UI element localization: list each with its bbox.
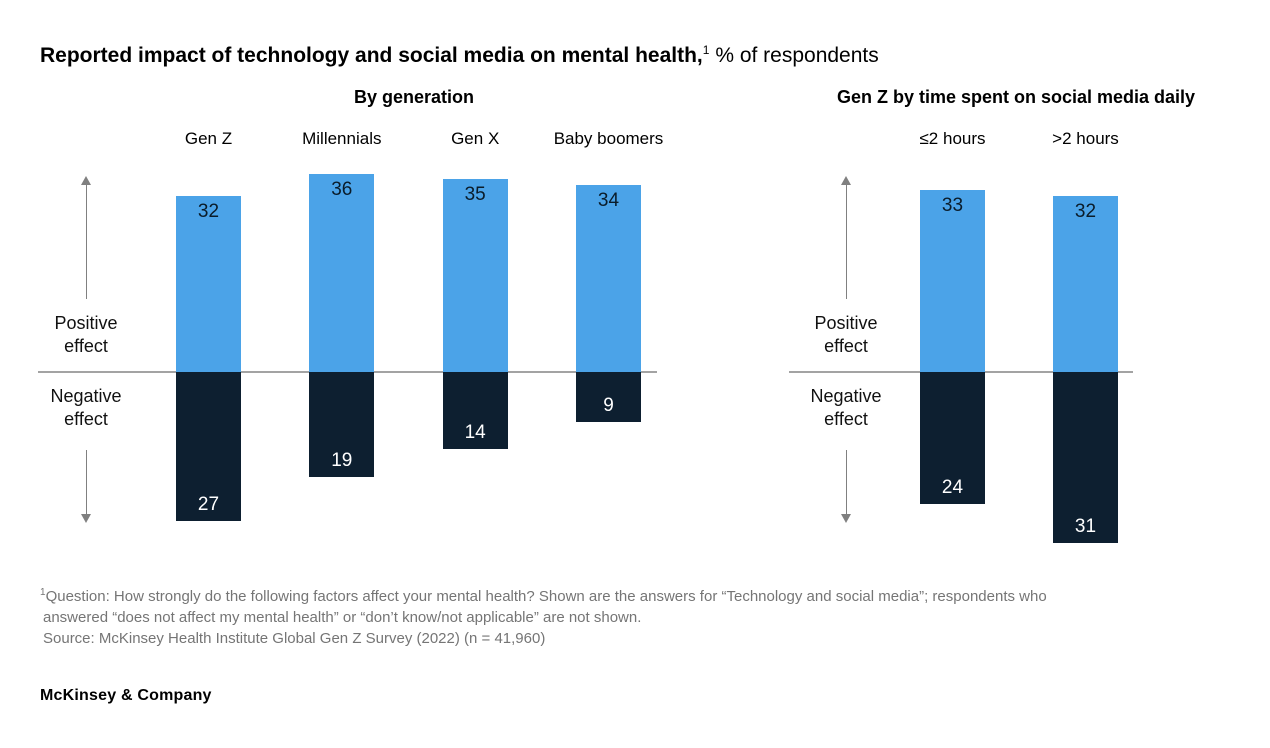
title-footnote-marker: 1	[702, 43, 710, 58]
axis-arrow-up-shaft	[86, 184, 87, 299]
footnote-marker: 1	[40, 587, 46, 598]
footnote-text-1: Question: How strongly do the following …	[45, 588, 1047, 605]
category-label-0-2: Gen X	[451, 129, 500, 148]
bar-negative-0-3: 9	[576, 372, 641, 422]
panel-title-1: Gen Z by time spent on social media dail…	[836, 87, 1196, 107]
bar-positive-0-1: 36	[309, 174, 375, 372]
bar-negative-0-0: 27	[176, 372, 241, 521]
bar-value-label: 34	[597, 190, 620, 211]
bar-value-label: 19	[331, 450, 353, 471]
bar-positive-0-0: 32	[176, 196, 241, 372]
bar-positive-0-2: 35	[442, 179, 508, 372]
bar-negative-0-1: 19	[309, 372, 375, 477]
footnote-line-2: answered “does not affect my mental heal…	[43, 609, 642, 626]
bar-value-label: 36	[331, 179, 353, 200]
axis-label-line: effect	[824, 336, 868, 356]
bar-negative-1-1: 31	[1053, 372, 1118, 543]
bar-value-label: 27	[197, 494, 220, 515]
category-label-0-0: Gen Z	[184, 129, 233, 148]
axis-label-line: Negative	[50, 386, 122, 406]
axis-arrow-up-icon	[841, 176, 851, 185]
brand-logo: McKinsey & Company	[40, 687, 212, 704]
footnote-line-1: 1Question: How strongly do the following…	[40, 582, 1047, 607]
negative-effect-label: Negative effect	[50, 385, 121, 431]
axis-label-line: effect	[64, 336, 108, 356]
axis-label-line: Positive	[54, 313, 118, 333]
axis-label-line: effect	[824, 409, 868, 429]
category-label-1-1: >2 hours	[1052, 129, 1119, 148]
positive-effect-label: Positive effect	[54, 312, 117, 358]
source-line: Source: McKinsey Health Institute Global…	[43, 630, 546, 647]
axis-arrow-down-shaft	[86, 450, 87, 515]
bar-negative-0-2: 14	[442, 372, 508, 449]
negative-effect-label: Negative effect	[810, 385, 881, 431]
bar-value-label: 31	[1074, 516, 1097, 537]
axis-label-line: effect	[64, 409, 108, 429]
bar-value-label: 24	[941, 477, 964, 498]
axis-label-line: Positive	[814, 313, 878, 333]
bar-value-label: 9	[603, 395, 614, 416]
axis-label-line: Negative	[810, 386, 882, 406]
axis-arrow-down-icon	[841, 514, 851, 523]
axis-arrow-down-shaft	[846, 450, 847, 515]
axis-arrow-up-icon	[81, 176, 91, 185]
positive-effect-label: Positive effect	[814, 312, 877, 358]
bar-value-label: 33	[941, 195, 964, 216]
footnote: 1Question: How strongly do the following…	[40, 582, 1047, 649]
panel-title-0: By generation	[353, 87, 475, 107]
page-title: Reported impact of technology and social…	[40, 43, 879, 68]
axis-arrow-up-shaft	[846, 184, 847, 299]
axis-arrow-down-icon	[81, 514, 91, 523]
bar-positive-1-1: 32	[1053, 196, 1118, 372]
page-title-bold: Reported impact of technology and social…	[40, 44, 703, 68]
page-title-unit: % of respondents	[715, 44, 879, 68]
category-label-0-1: Millennials	[302, 129, 382, 148]
bar-value-label: 35	[464, 184, 486, 205]
bar-value-label: 32	[1074, 201, 1097, 222]
category-label-0-3: Baby boomers	[553, 129, 664, 148]
category-label-1-0: ≤2 hours	[919, 129, 986, 148]
bar-value-label: 32	[197, 201, 220, 222]
bar-positive-0-3: 34	[576, 185, 641, 372]
bar-value-label: 14	[464, 422, 486, 443]
bar-positive-1-0: 33	[920, 190, 985, 372]
bar-negative-1-0: 24	[920, 372, 985, 504]
